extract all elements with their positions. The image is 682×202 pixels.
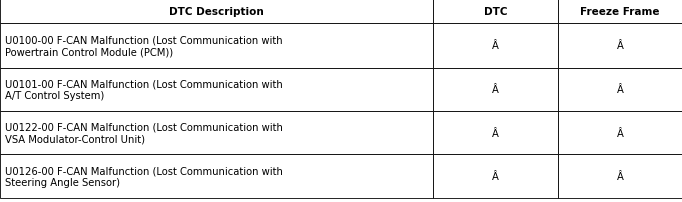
Text: Â: Â — [617, 85, 623, 95]
Text: Â: Â — [492, 41, 499, 51]
Bar — [433, 68, 558, 112]
Text: U0122-00 F-CAN Malfunction (Lost Communication with
VSA Modulator-Control Unit): U0122-00 F-CAN Malfunction (Lost Communi… — [5, 122, 283, 144]
Bar — [433, 0, 558, 24]
Text: U0126-00 F-CAN Malfunction (Lost Communication with
Steering Angle Sensor): U0126-00 F-CAN Malfunction (Lost Communi… — [5, 165, 283, 187]
Text: Â: Â — [492, 85, 499, 95]
Bar — [0, 24, 433, 68]
Text: Â: Â — [617, 41, 623, 51]
Bar — [0, 0, 433, 24]
Bar — [558, 0, 682, 24]
Bar — [433, 155, 558, 198]
Bar — [0, 112, 433, 155]
Bar — [433, 24, 558, 68]
Text: Â: Â — [617, 128, 623, 138]
Bar — [0, 155, 433, 198]
Text: DTC: DTC — [484, 7, 507, 17]
Bar — [558, 24, 682, 68]
Text: U0100-00 F-CAN Malfunction (Lost Communication with
Powertrain Control Module (P: U0100-00 F-CAN Malfunction (Lost Communi… — [5, 35, 283, 57]
Bar — [433, 112, 558, 155]
Text: DTC Description: DTC Description — [169, 7, 264, 17]
Bar — [0, 68, 433, 112]
Text: Freeze Frame: Freeze Frame — [580, 7, 659, 17]
Bar — [558, 155, 682, 198]
Bar — [558, 112, 682, 155]
Text: Â: Â — [617, 171, 623, 181]
Bar — [558, 68, 682, 112]
Text: Â: Â — [492, 128, 499, 138]
Text: U0101-00 F-CAN Malfunction (Lost Communication with
A/T Control System): U0101-00 F-CAN Malfunction (Lost Communi… — [5, 79, 283, 101]
Text: Â: Â — [492, 171, 499, 181]
